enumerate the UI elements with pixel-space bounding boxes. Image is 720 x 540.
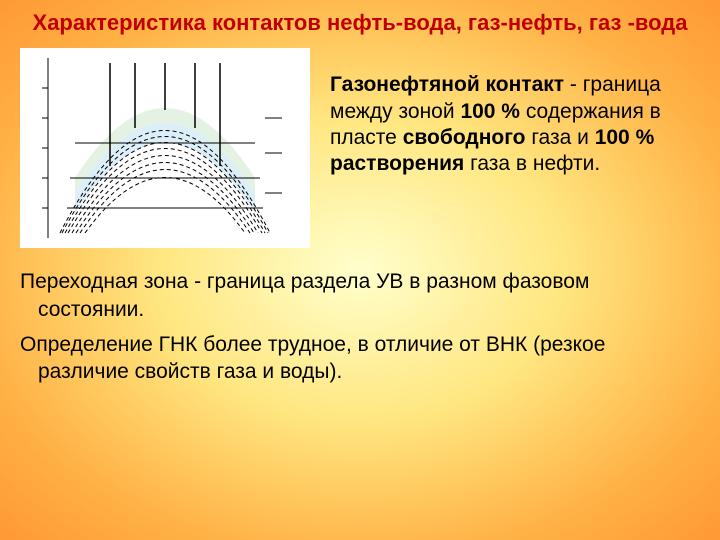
slide-title: Характеристика контактов нефть-вода, газ… bbox=[20, 10, 700, 36]
content-row: Газонефтяной контакт - граница между зон… bbox=[20, 48, 700, 248]
bottom-text: Переходная зона - граница раздела УВ в р… bbox=[20, 268, 700, 385]
paragraph-gnk: Определение ГНК более трудное, в отличие… bbox=[20, 331, 700, 386]
term: Газонефтяной контакт bbox=[330, 73, 564, 96]
paragraph-transition-zone: Переходная зона - граница раздела УВ в р… bbox=[20, 268, 700, 323]
definition-text: Газонефтяной контакт - граница между зон… bbox=[330, 48, 700, 177]
reservoir-diagram bbox=[20, 48, 310, 248]
